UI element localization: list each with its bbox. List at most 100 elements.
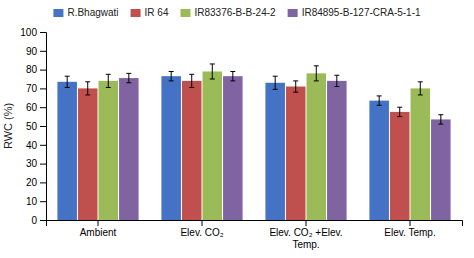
tick: Ambient <box>80 220 117 238</box>
tick-mark <box>40 51 46 52</box>
series <box>57 71 389 220</box>
tick-mark <box>40 220 46 221</box>
axis-line <box>47 221 463 227</box>
bar <box>119 78 139 220</box>
error-bar <box>314 66 319 81</box>
tick-label: 10 <box>26 196 38 207</box>
tick: 60 <box>26 102 46 113</box>
tick-mark <box>40 164 46 165</box>
tick-label: Elev. CO₂ +Elev.Temp. <box>269 227 342 250</box>
error-bar <box>65 76 70 87</box>
series <box>99 64 431 220</box>
tick: 100 <box>20 27 46 38</box>
tick: 0 <box>31 215 46 226</box>
tick: 70 <box>26 83 46 94</box>
bar <box>390 112 410 220</box>
legend-item: IR84895-B-127-CRA-5-1-1 <box>288 7 421 18</box>
tick-mark <box>40 70 46 71</box>
series <box>78 74 410 220</box>
legend-label: R.Bhagwati <box>67 7 118 18</box>
tick-label: Elev. CO₂ <box>180 227 223 238</box>
tick-label: 60 <box>26 102 38 113</box>
legend-label: IR84895-B-127-CRA-5-1-1 <box>302 7 421 18</box>
legend-item: IR83376-B-B-24-2 <box>180 7 276 18</box>
error-bar <box>85 82 90 95</box>
tick-mark <box>306 220 307 226</box>
bar <box>369 101 389 220</box>
tick: Elev. Temp. <box>384 220 435 238</box>
axis-line <box>40 33 47 221</box>
bar <box>203 71 223 220</box>
tick: 90 <box>26 46 46 57</box>
tick-label: 100 <box>20 27 37 38</box>
plot: 0 10 20 30 40 50 60 70 80 90 100 Ambient Elev. CO₂ El… <box>20 27 462 250</box>
error-bar <box>189 74 194 87</box>
legend-swatch <box>180 9 190 17</box>
y-axis: 0 10 20 30 40 50 60 70 80 90 100 <box>20 27 46 226</box>
bar <box>265 83 285 220</box>
tick: Elev. CO₂ <box>180 220 223 238</box>
error-bar <box>293 81 298 92</box>
legend-item: IR 64 <box>131 7 169 18</box>
tick-mark <box>40 107 46 108</box>
bar <box>78 88 98 220</box>
tick-mark <box>40 126 46 127</box>
bar <box>57 82 77 220</box>
tick-label: Ambient <box>80 227 117 238</box>
tick-label: 20 <box>26 177 38 188</box>
error-bar <box>438 115 443 124</box>
tick-label: 70 <box>26 83 38 94</box>
tick: 20 <box>26 177 46 188</box>
tick-mark <box>40 201 46 202</box>
legend-swatch <box>53 9 63 17</box>
legend: R.Bhagwati IR 64 IR83376-B-B-24-2 IR84895-B… <box>53 7 421 18</box>
marks <box>57 64 450 220</box>
error-bar <box>126 73 131 82</box>
y-axis-title: RWC (%) <box>2 103 14 149</box>
x-axis: Ambient Elev. CO₂ Elev. CO₂ +Elev.Temp. Ele… <box>47 220 463 250</box>
error-bar <box>377 96 382 105</box>
tick: 40 <box>26 140 46 151</box>
bar <box>286 87 306 220</box>
bar <box>411 88 431 220</box>
tick: 30 <box>26 158 46 169</box>
tick-mark <box>40 88 46 89</box>
bar <box>182 81 202 220</box>
error-bar <box>334 75 339 86</box>
tick-mark <box>40 182 46 183</box>
tick-label: 80 <box>26 64 38 75</box>
error-bar <box>230 71 235 80</box>
tick-label: 40 <box>26 140 38 151</box>
error-bar <box>418 82 423 95</box>
bar <box>431 119 451 220</box>
tick-label: 50 <box>26 121 38 132</box>
error-bar <box>169 71 174 80</box>
bar <box>327 81 347 220</box>
tick-label: 90 <box>26 46 38 57</box>
legend-label: IR83376-B-B-24-2 <box>194 7 276 18</box>
tick-label: 0 <box>31 215 37 226</box>
tick: 80 <box>26 64 46 75</box>
legend-item: R.Bhagwati <box>53 7 118 18</box>
tick-mark <box>40 145 46 146</box>
bar <box>223 76 243 220</box>
bar <box>99 81 119 220</box>
series <box>119 71 451 220</box>
error-bar <box>273 76 278 89</box>
tick: 10 <box>26 196 46 207</box>
tick-label: Elev. Temp. <box>384 227 435 238</box>
legend-swatch <box>131 9 141 17</box>
legend-swatch <box>288 9 298 17</box>
tick-mark <box>202 220 203 226</box>
tick-mark <box>410 220 411 226</box>
legend-label: IR 64 <box>145 7 169 18</box>
tick-label: 30 <box>26 158 38 169</box>
error-bar <box>106 74 111 87</box>
tick-mark <box>98 220 99 226</box>
tick-mark <box>40 32 46 33</box>
tick: Elev. CO₂ +Elev.Temp. <box>269 220 342 250</box>
bar <box>161 76 181 220</box>
chart: R.Bhagwati IR 64 IR83376-B-B-24-2 IR84895-B… <box>0 0 474 258</box>
bar <box>307 73 327 220</box>
error-bar <box>397 107 402 116</box>
